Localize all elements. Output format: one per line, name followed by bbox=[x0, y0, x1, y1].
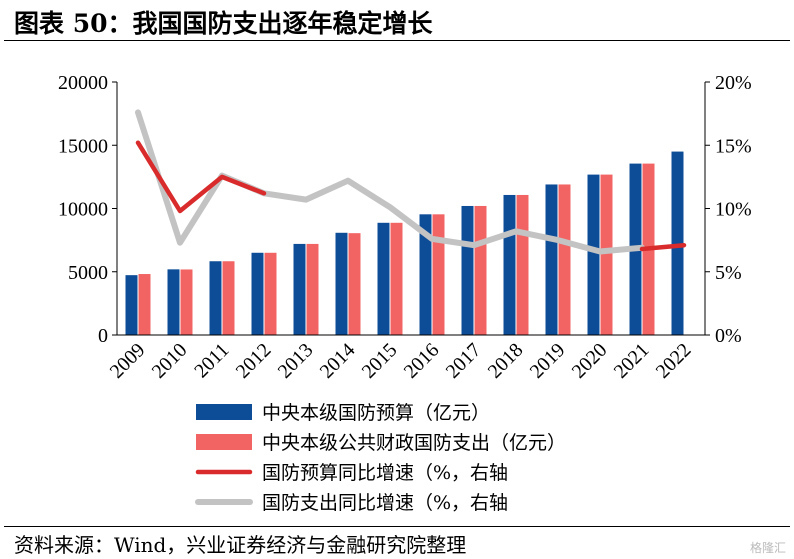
bar-budget-2019 bbox=[545, 184, 558, 335]
page-title: 图表 50：我国国防支出逐年稳定增长 bbox=[14, 9, 433, 38]
right-tick-label-3: 15% bbox=[715, 135, 752, 157]
x-tick-label-2021: 2021 bbox=[610, 339, 654, 383]
left-tick-label-15000: 15000 bbox=[58, 135, 108, 157]
x-tick-label-2011: 2011 bbox=[190, 339, 233, 382]
legend-item-1-swatch bbox=[196, 434, 252, 450]
bar-spend-2017 bbox=[474, 205, 487, 335]
title-rule bbox=[4, 40, 790, 41]
bar-budget-2011 bbox=[209, 261, 222, 335]
bar-budget-2022 bbox=[671, 151, 684, 335]
legend-item-2-label: 国防预算同比增速（%，右轴 bbox=[262, 462, 508, 484]
bars-layer bbox=[125, 151, 684, 335]
bar-spend-2011 bbox=[222, 261, 235, 335]
legend-item-3-label: 国防支出同比增速（%，右轴 bbox=[262, 492, 508, 514]
bar-spend-2014 bbox=[348, 233, 361, 335]
left-tick-label-20000: 20000 bbox=[58, 72, 108, 94]
bar-budget-2016 bbox=[419, 214, 432, 335]
watermark: 格隆汇 bbox=[749, 541, 786, 555]
bar-spend-2020 bbox=[600, 174, 613, 335]
bar-budget-2012 bbox=[251, 252, 264, 335]
legend-item-1-label: 中央本级公共财政国防支出（亿元） bbox=[262, 432, 566, 454]
x-tick-label-2013: 2013 bbox=[274, 339, 318, 383]
right-tick-label-2: 10% bbox=[715, 199, 752, 221]
bar-spend-2019 bbox=[558, 184, 571, 335]
bar-budget-2014 bbox=[335, 232, 348, 335]
bar-budget-2018 bbox=[503, 194, 516, 335]
bar-budget-2017 bbox=[461, 205, 474, 335]
legend: 中央本级国防预算（亿元） 中央本级公共财政国防支出（亿元） 国防预算同比增速（%，右… bbox=[195, 402, 566, 514]
line-budget-growth-seg-1 bbox=[639, 242, 687, 252]
bar-spend-2010 bbox=[180, 269, 193, 335]
bar-budget-2015 bbox=[377, 222, 390, 335]
chart: 050001000015000200000%5%10%15%20%2009201… bbox=[58, 72, 752, 514]
right-tick-label-0: 0% bbox=[715, 325, 742, 347]
lines-layer bbox=[135, 109, 687, 255]
left-tick-label-10000: 10000 bbox=[58, 199, 108, 221]
x-tick-label-2019: 2019 bbox=[526, 339, 570, 383]
bar-spend-2009 bbox=[138, 274, 151, 335]
bar-budget-2009 bbox=[125, 275, 138, 335]
bar-budget-2020 bbox=[587, 174, 600, 335]
legend-item-0-label: 中央本级国防预算（亿元） bbox=[262, 402, 490, 424]
left-tick-label-5000: 5000 bbox=[68, 262, 108, 284]
left-tick-label-0: 0 bbox=[98, 325, 108, 347]
x-tick-label-2009: 2009 bbox=[106, 339, 150, 383]
right-tick-label-1: 5% bbox=[715, 262, 742, 284]
source-rule bbox=[4, 526, 790, 527]
bar-spend-2015 bbox=[390, 222, 403, 335]
x-tick-label-2016: 2016 bbox=[400, 339, 444, 383]
bar-spend-2012 bbox=[264, 252, 277, 335]
bar-budget-2010 bbox=[167, 269, 180, 335]
legend-item-0-swatch bbox=[196, 404, 252, 420]
axes-layer bbox=[112, 81, 710, 336]
bar-spend-2018 bbox=[516, 194, 529, 335]
bar-spend-2013 bbox=[306, 243, 319, 335]
x-tick-label-2022: 2022 bbox=[652, 339, 696, 383]
bar-budget-2013 bbox=[293, 243, 306, 335]
right-tick-label-4: 20% bbox=[715, 72, 752, 94]
line-budget-growth-seg-0 bbox=[135, 140, 267, 214]
x-tick-label-2014: 2014 bbox=[316, 339, 360, 383]
source-note: 资料来源：Wind，兴业证券经济与金融研究院整理 bbox=[14, 533, 467, 557]
bar-spend-2016 bbox=[432, 214, 445, 335]
x-tick-label-2018: 2018 bbox=[484, 339, 528, 383]
x-tick-label-2012: 2012 bbox=[232, 339, 276, 383]
x-tick-label-2010: 2010 bbox=[148, 339, 192, 383]
x-tick-label-2020: 2020 bbox=[568, 339, 612, 383]
x-tick-label-2017: 2017 bbox=[442, 339, 486, 383]
x-tick-label-2015: 2015 bbox=[358, 339, 402, 383]
